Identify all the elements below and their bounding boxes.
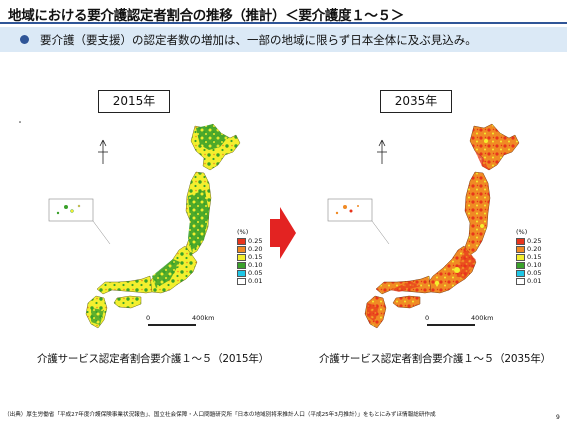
legend-unit: (%) bbox=[237, 228, 249, 236]
legend-label: 0.25 bbox=[527, 237, 542, 245]
map-2015 bbox=[19, 121, 241, 329]
legend-label: 0.01 bbox=[527, 277, 542, 285]
legend-swatch bbox=[516, 246, 525, 253]
legend-label: 0.10 bbox=[248, 261, 263, 269]
legend-swatch bbox=[516, 238, 525, 245]
source-note: （出典）厚生労働省「平成27年度介護保険事業状況報告」、国立社会保障・人口問題研… bbox=[4, 412, 436, 418]
legend-swatch bbox=[516, 270, 525, 277]
scale-line bbox=[427, 324, 475, 326]
legend-label: 0.15 bbox=[248, 253, 263, 261]
legend-swatch bbox=[516, 254, 525, 261]
legend-label: 0.25 bbox=[248, 237, 263, 245]
scale-end: 400km bbox=[471, 314, 494, 322]
caption-2035: 介護サービス認定者割合要介護１～５（2035年） bbox=[319, 353, 551, 365]
legend-label: 0.20 bbox=[527, 245, 542, 253]
legend-swatch bbox=[237, 246, 246, 253]
map-2035 bbox=[327, 123, 520, 329]
legend-swatch bbox=[237, 270, 246, 277]
scale-line bbox=[148, 324, 196, 326]
legend-swatch bbox=[237, 238, 246, 245]
legend-swatch bbox=[237, 278, 246, 285]
legend-swatch bbox=[237, 254, 246, 261]
scale-start: 0 bbox=[425, 314, 430, 322]
legend-label: 0.20 bbox=[248, 245, 263, 253]
right-arrow-icon bbox=[270, 207, 296, 259]
legend-swatch bbox=[516, 262, 525, 269]
legend-label: 0.01 bbox=[248, 277, 263, 285]
title-rule bbox=[0, 22, 567, 24]
legend-label: 0.10 bbox=[527, 261, 542, 269]
caption-2015: 介護サービス認定者割合要介護１～５（2015年） bbox=[37, 353, 269, 365]
page-title: 地域における要介護認定者割合の推移（推計）＜要介護度１～５＞ bbox=[8, 8, 404, 24]
legend-label: 0.05 bbox=[527, 269, 542, 277]
north-arrow-icon bbox=[98, 139, 108, 164]
legend-swatch bbox=[516, 278, 525, 285]
year-label-2035: 2035年 bbox=[380, 90, 452, 113]
scale-start: 0 bbox=[146, 314, 151, 322]
summary-text: 要介護（要支援）の認定者数の増加は、一部の地域に限らず日本全体に及ぶ見込み。 bbox=[40, 33, 477, 47]
legend-label: 0.15 bbox=[527, 253, 542, 261]
legend-unit: (%) bbox=[516, 228, 528, 236]
scale-end: 400km bbox=[192, 314, 215, 322]
bullet-icon bbox=[20, 35, 29, 44]
legend-swatch bbox=[237, 262, 246, 269]
north-arrow-icon bbox=[377, 139, 387, 164]
summary-banner: 要介護（要支援）の認定者数の増加は、一部の地域に限らず日本全体に及ぶ見込み。 bbox=[0, 27, 567, 52]
year-label-2015: 2015年 bbox=[98, 90, 170, 113]
legend-label: 0.05 bbox=[248, 269, 263, 277]
page-number: 9 bbox=[556, 414, 560, 421]
